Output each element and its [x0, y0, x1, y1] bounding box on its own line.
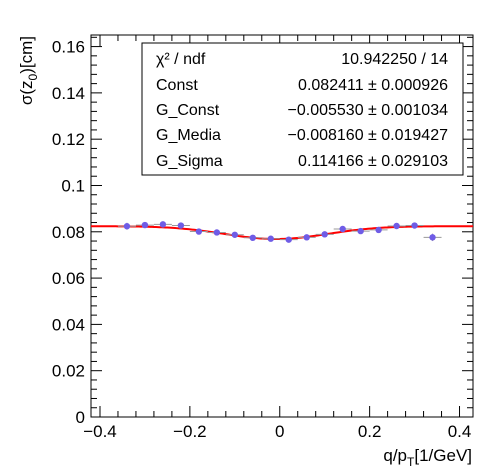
y-tick-label: 0 [76, 408, 85, 427]
data-point [405, 222, 424, 229]
point-marker [285, 236, 292, 243]
y-axis-title-sub: 0 [26, 73, 40, 80]
data-point [225, 231, 244, 238]
point-marker [159, 221, 167, 228]
data-point [153, 221, 172, 228]
x-axis-title-sub: T [407, 455, 415, 469]
stat-value-chi2: 10.942250 / 14 [341, 51, 448, 68]
data-point [261, 235, 280, 242]
data-point [279, 236, 298, 243]
stat-value-const: 0.082411 ± 0.000926 [298, 77, 448, 94]
data-point [207, 229, 226, 236]
stats-box: χ² / ndf 10.942250 / 14 Const 0.082411 ±… [141, 42, 464, 176]
y-tick-label: 0.16 [52, 38, 85, 57]
y-axis-title-unit: )[cm] [17, 36, 36, 74]
x-axis-title-main: q/p [383, 446, 407, 465]
y-axis-title: σ(z0)[cm] [17, 36, 40, 105]
point-marker [231, 231, 239, 238]
point-marker [123, 223, 131, 230]
point-marker [195, 228, 203, 235]
data-point [243, 234, 262, 242]
x-axis-title: q/pT[1/GeV] [383, 446, 472, 469]
data-point [351, 227, 370, 235]
y-axis-title-main: σ(z [17, 80, 36, 105]
fit-curve-layer [91, 225, 474, 241]
data-point [297, 234, 316, 241]
point-marker [411, 222, 418, 229]
point-marker [177, 222, 185, 229]
x-tick-label: −0.2 [173, 422, 207, 441]
y-tick-label: 0.04 [52, 315, 85, 334]
stat-label-const: Const [156, 77, 198, 94]
point-marker [375, 226, 382, 234]
stats-box-frame [141, 42, 464, 176]
point-marker [429, 234, 436, 241]
x-tick-label: 0.2 [358, 422, 382, 441]
point-marker [249, 234, 256, 242]
point-marker [213, 229, 221, 236]
data-point [135, 221, 154, 229]
x-tick-label: 0 [275, 422, 284, 441]
data-points-layer [117, 221, 442, 243]
x-tick-label: 0.4 [448, 422, 472, 441]
data-point [171, 222, 190, 229]
stat-value-g-media: −0.008160 ± 0.019427 [288, 127, 449, 144]
point-marker [303, 234, 310, 241]
point-marker [267, 235, 274, 242]
point-marker [357, 227, 364, 235]
stat-label-g-media: G_Media [156, 127, 221, 144]
y-tick-label: 0.06 [52, 269, 85, 288]
y-tick-label: 0.08 [52, 223, 85, 242]
y-tick-label: 0.02 [52, 362, 85, 381]
stat-value-g-sigma: 0.114166 ± 0.029103 [298, 153, 448, 170]
x-axis-title-unit: [1/GeV] [414, 446, 472, 465]
data-point [333, 225, 352, 233]
stat-value-g-const: −0.005530 ± 0.001034 [288, 102, 449, 119]
data-point [189, 228, 208, 235]
stat-label-chi2: χ² / ndf [156, 51, 206, 68]
data-point [369, 226, 388, 234]
y-tick-label: 0.14 [52, 84, 85, 103]
point-marker [393, 222, 400, 230]
data-point [117, 222, 136, 230]
point-marker [321, 231, 328, 238]
stat-label-g-const: G_Const [156, 102, 220, 119]
point-marker [141, 221, 149, 229]
y-tick-label: 0.1 [61, 176, 85, 195]
fit-curve [91, 225, 474, 241]
data-point [423, 233, 442, 242]
x-tick-label: −0.4 [83, 422, 117, 441]
axis-tick-labels: −0.4 −0.2 0 0.2 0.4 0 0.02 0.04 0.06 0.08 0.1 0.12 0… [52, 38, 471, 441]
axis-ticks [91, 35, 473, 418]
data-point [387, 222, 406, 230]
y-tick-label: 0.12 [52, 130, 85, 149]
stat-label-g-sigma: G_Sigma [156, 153, 223, 170]
data-point [315, 231, 334, 238]
point-marker [339, 225, 346, 233]
